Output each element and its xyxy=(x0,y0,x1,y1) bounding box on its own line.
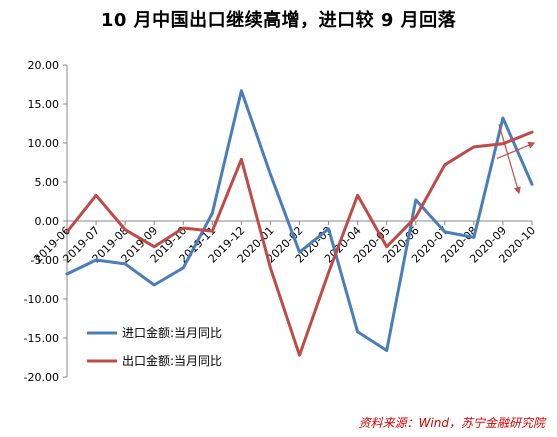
y-tick-label: -15.00 xyxy=(24,332,59,345)
legend-label-export: 出口金额:当月同比 xyxy=(122,353,222,368)
source-note: 资料来源：Wind，苏宁金融研究院 xyxy=(358,416,545,430)
y-tick-label: 20.00 xyxy=(28,59,60,72)
export-series-line xyxy=(65,130,534,357)
y-tick-label: -10.00 xyxy=(24,293,59,306)
y-tick-label: 0.00 xyxy=(35,215,60,228)
legend-label-import: 进口金额:当月同比 xyxy=(122,325,222,340)
y-tick-label: -20.00 xyxy=(24,371,59,384)
trend-arrows xyxy=(496,124,536,195)
y-tick-label: 10.00 xyxy=(28,137,60,150)
chart-title: 10 月中国出口继续高增，进口较 9 月回落 xyxy=(100,10,457,31)
axes: 20.00 15.00 10.00 5.00 0.00 -5.00 -10.00 -15.00… xyxy=(24,59,539,384)
y-tick-label: 5.00 xyxy=(35,176,60,189)
y-tick-label: -5.00 xyxy=(31,254,59,267)
y-tick-label: 15.00 xyxy=(28,98,60,111)
import-trend-arrow xyxy=(498,124,521,195)
series-lines xyxy=(65,89,534,357)
export-trend-arrow xyxy=(496,141,536,160)
import-series-line xyxy=(65,89,534,352)
